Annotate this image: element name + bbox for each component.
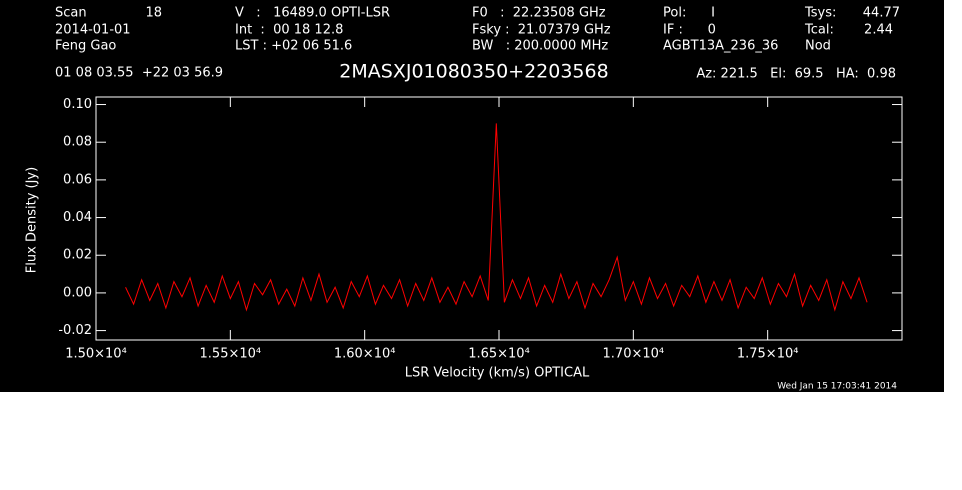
spectrum-line	[125, 123, 868, 312]
scan: 18	[145, 6, 162, 21]
if: IF : 0	[663, 23, 716, 38]
velocity: V : 16489.0 OPTI-LSR	[235, 6, 390, 21]
y-tick-label: -0.02	[58, 323, 92, 338]
y-axis-label: Flux Density (Jy)	[25, 167, 40, 273]
plot-background	[0, 0, 944, 392]
tcal: 2.44	[864, 23, 893, 38]
scan-label: Scan	[55, 6, 87, 21]
x-axis-label: LSR Velocity (km/s) OPTICAL	[405, 366, 590, 381]
x-tick-label: 1.55×10⁴	[200, 347, 262, 362]
y-tick-label: 0.00	[63, 285, 92, 300]
timestamp: Wed Jan 15 17:03:41 2014	[777, 382, 897, 392]
x-tick-label: 1.50×10⁴	[65, 347, 127, 362]
integration: Int : 00 18 12.8	[235, 23, 343, 38]
tsys: 44.77	[863, 6, 900, 21]
coordinates: 01 08 03.55 +22 03 56.9	[55, 66, 223, 81]
project: AGBT13A_236_36	[663, 39, 778, 54]
tcal-label: Tcal:	[804, 23, 834, 38]
tsys-label: Tsys:	[804, 6, 836, 21]
y-tick-label: 0.10	[63, 97, 92, 112]
polarization: Pol: I	[663, 6, 715, 21]
date: 2014-01-01	[55, 23, 131, 38]
chart-title: 2MASXJ01080350+2203568	[339, 61, 608, 83]
az-el: Az: 221.5 El: 69.5 HA: 0.98	[696, 67, 896, 82]
f0: F0 : 22.23508 GHz	[472, 6, 606, 21]
bandwidth: BW : 200.0000 MHz	[472, 39, 608, 54]
x-tick-label: 1.65×10⁴	[468, 347, 530, 362]
observer: Feng Gao	[55, 39, 116, 54]
x-tick-label: 1.75×10⁴	[737, 347, 799, 362]
mode: Nod	[805, 39, 831, 54]
x-tick-label: 1.70×10⁴	[603, 347, 665, 362]
lst: LST : +02 06 51.6	[235, 39, 352, 54]
y-tick-label: 0.08	[63, 135, 92, 150]
x-tick-label: 1.60×10⁴	[334, 347, 396, 362]
y-tick-label: 0.06	[63, 172, 92, 187]
fsky: Fsky : 21.07379 GHz	[472, 23, 611, 38]
y-tick-label: 0.02	[63, 248, 92, 263]
y-tick-label: 0.04	[63, 210, 92, 225]
